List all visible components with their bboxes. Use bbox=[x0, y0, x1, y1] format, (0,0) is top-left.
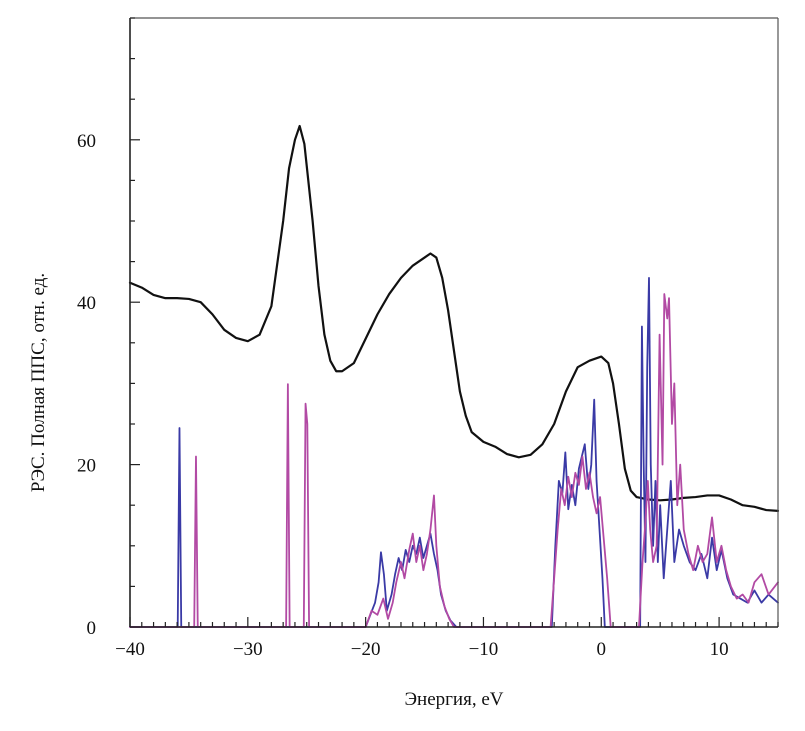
x-tick-label: −30 bbox=[233, 639, 263, 660]
series-line-2 bbox=[129, 276, 779, 628]
x-tick-label: −20 bbox=[351, 639, 381, 660]
x-tick-label: 0 bbox=[597, 639, 607, 660]
y-tick-label: 60 bbox=[77, 131, 96, 152]
x-tick-label: −40 bbox=[115, 639, 145, 660]
y-tick-label: 40 bbox=[77, 293, 96, 314]
x-tick-label: 10 bbox=[710, 639, 729, 660]
y-tick-label: 0 bbox=[87, 618, 97, 639]
x-tick-label: −10 bbox=[469, 639, 499, 660]
plot-area bbox=[128, 124, 780, 628]
series-line-1 bbox=[128, 124, 780, 512]
series-line-3 bbox=[129, 293, 779, 628]
x-axis-title: Энергия, eV bbox=[405, 689, 504, 710]
y-tick-label: 20 bbox=[77, 456, 96, 477]
axes-layer bbox=[129, 17, 779, 628]
labels-layer: −40 −30 −20 −10 0 10 0 20 40 60 Энергия, eV РЭС. По… bbox=[28, 131, 729, 710]
y-axis-title: РЭС. Полная ППС, отн. ед. bbox=[28, 273, 49, 492]
